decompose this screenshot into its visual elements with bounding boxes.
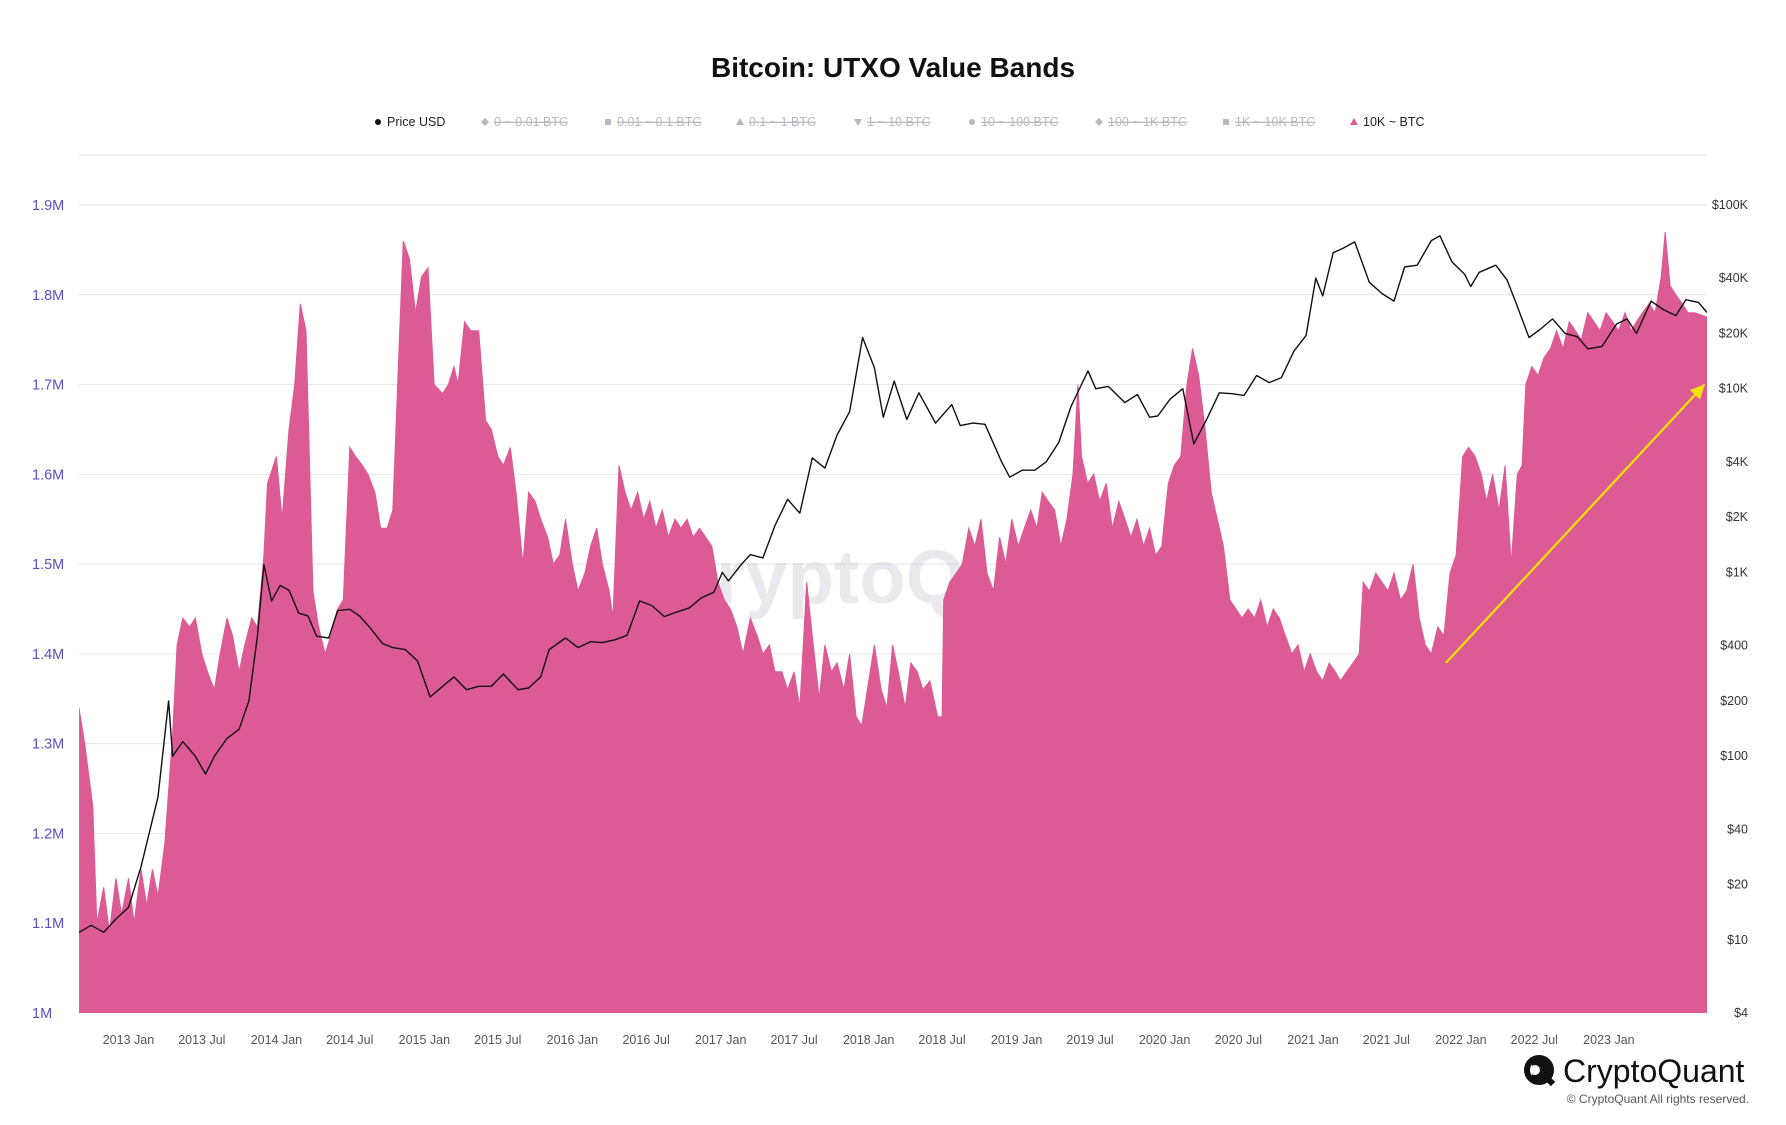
legend-item[interactable]: 10 ~ 100 BTC [969, 115, 1058, 129]
x-tick-label: 2021 Jul [1363, 1033, 1410, 1047]
annotation-arrow-line [1445, 383, 1706, 664]
legend-marker-circle-icon [969, 119, 975, 125]
left-tick-label: 1.2M [32, 826, 64, 842]
right-tick-label: $20K [1719, 326, 1749, 340]
legend-item[interactable]: Price USD [375, 115, 445, 129]
x-axis: 2013 Jan 2013 Jul 2014 Jan 2014 Jul 2015 Jan… [103, 1033, 1635, 1047]
x-tick-label: 2014 Jul [326, 1033, 373, 1047]
legend-marker-square-icon [1223, 119, 1229, 125]
right-tick-label: $10K [1719, 382, 1749, 396]
x-tick-label: 2020 Jan [1139, 1033, 1190, 1047]
legend-label: 10 ~ 100 BTC [981, 115, 1058, 129]
right-axis: $4 $10 $20 $40 $100 $200 $400 $1K $2K $4K $10K $20K… [1712, 198, 1749, 1020]
x-tick-label: 2022 Jul [1511, 1033, 1558, 1047]
right-tick-label: $4K [1726, 455, 1749, 469]
x-tick-label: 2017 Jul [770, 1033, 817, 1047]
x-tick-label: 2023 Jan [1583, 1033, 1634, 1047]
x-tick-label: 2018 Jul [918, 1033, 965, 1047]
right-tick-label: $20 [1727, 878, 1748, 892]
legend-marker-triangle-icon [1350, 118, 1358, 125]
left-tick-label: 1.4M [32, 647, 64, 663]
line-series-layer [79, 235, 1707, 933]
legend-label: 0.1 ~ 1 BTC [749, 115, 816, 129]
legend-label: 100 ~ 1K BTC [1108, 115, 1187, 129]
left-tick-label: 1.8M [32, 288, 64, 304]
legend-marker-circle-icon [375, 119, 381, 125]
legend-item[interactable]: 10K ~ BTC [1350, 115, 1425, 129]
x-tick-label: 2020 Jul [1215, 1033, 1262, 1047]
cryptoquant-logo-icon [1524, 1055, 1556, 1087]
right-tick-label: $100 [1720, 749, 1748, 763]
x-tick-label: 2018 Jan [843, 1033, 894, 1047]
legend-label: 10K ~ BTC [1363, 115, 1425, 129]
x-tick-label: 2016 Jan [547, 1033, 598, 1047]
left-tick-label: 1.1M [32, 916, 64, 932]
right-tick-label: $40K [1719, 271, 1749, 285]
right-tick-label: $100K [1712, 198, 1749, 212]
x-tick-label: 2022 Jan [1435, 1033, 1486, 1047]
annotation-arrow-head [1689, 384, 1705, 400]
chart-title: Bitcoin: UTXO Value Bands [711, 52, 1075, 83]
legend-item[interactable]: 0.01 ~ 0.1 BTC [605, 115, 701, 129]
legend-marker-triangle-down-icon [854, 119, 862, 126]
x-tick-label: 2017 Jan [695, 1033, 746, 1047]
line-price-usd [79, 235, 1707, 933]
legend-marker-triangle-icon [736, 118, 744, 125]
left-tick-label: 1.7M [32, 378, 64, 394]
x-tick-label: 2015 Jul [474, 1033, 521, 1047]
legend-item[interactable]: 1K ~ 10K BTC [1223, 115, 1315, 129]
copyright: © CryptoQuant All rights reserved. [1567, 1092, 1749, 1106]
legend-marker-square-icon [605, 119, 611, 125]
x-tick-label: 2013 Jan [103, 1033, 154, 1047]
right-tick-label: $1K [1726, 565, 1749, 579]
legend-item[interactable]: 0.1 ~ 1 BTC [736, 115, 816, 129]
legend[interactable]: Price USD 0 ~ 0.01 BTC 0.01 ~ 0.1 BTC 0.1 ~… [375, 115, 1425, 129]
x-tick-label: 2016 Jul [622, 1033, 669, 1047]
left-axis: 1M 1.1M 1.2M 1.3M 1.4M 1.5M 1.6M 1.7M 1.8M 1.9M [32, 198, 64, 1022]
legend-label: 0 ~ 0.01 BTC [494, 115, 568, 129]
legend-label: Price USD [387, 115, 445, 129]
x-tick-label: 2019 Jan [991, 1033, 1042, 1047]
legend-marker-diamond-icon [481, 118, 489, 126]
legend-label: 1 ~ 10 BTC [867, 115, 931, 129]
right-tick-label: $400 [1720, 639, 1748, 653]
right-tick-label: $4 [1734, 1006, 1748, 1020]
brand-name: CryptoQuant [1563, 1053, 1745, 1089]
right-tick-label: $2K [1726, 510, 1749, 524]
x-tick-label: 2013 Jul [178, 1033, 225, 1047]
legend-item[interactable]: 100 ~ 1K BTC [1095, 115, 1187, 129]
legend-label: 0.01 ~ 0.1 BTC [617, 115, 701, 129]
legend-item[interactable]: 1 ~ 10 BTC [854, 115, 931, 129]
right-tick-label: $200 [1720, 694, 1748, 708]
left-tick-label: 1.6M [32, 467, 64, 483]
left-tick-label: 1M [32, 1006, 52, 1022]
x-tick-label: 2019 Jul [1066, 1033, 1113, 1047]
brand-logo: CryptoQuant © CryptoQuant All rights res… [1524, 1053, 1749, 1106]
left-tick-label: 1.5M [32, 557, 64, 573]
area-10k-btc [79, 231, 1707, 1013]
legend-marker-diamond-icon [1095, 118, 1103, 126]
x-tick-label: 2015 Jan [399, 1033, 450, 1047]
legend-item[interactable]: 0 ~ 0.01 BTC [481, 115, 568, 129]
right-tick-label: $40 [1727, 822, 1748, 836]
annotation-layer [1445, 383, 1706, 664]
x-tick-label: 2014 Jan [251, 1033, 302, 1047]
area-series-layer [79, 231, 1707, 1013]
left-tick-label: 1.9M [32, 198, 64, 214]
left-tick-label: 1.3M [32, 737, 64, 753]
x-tick-label: 2021 Jan [1287, 1033, 1338, 1047]
right-tick-label: $10 [1727, 933, 1748, 947]
legend-label: 1K ~ 10K BTC [1235, 115, 1315, 129]
